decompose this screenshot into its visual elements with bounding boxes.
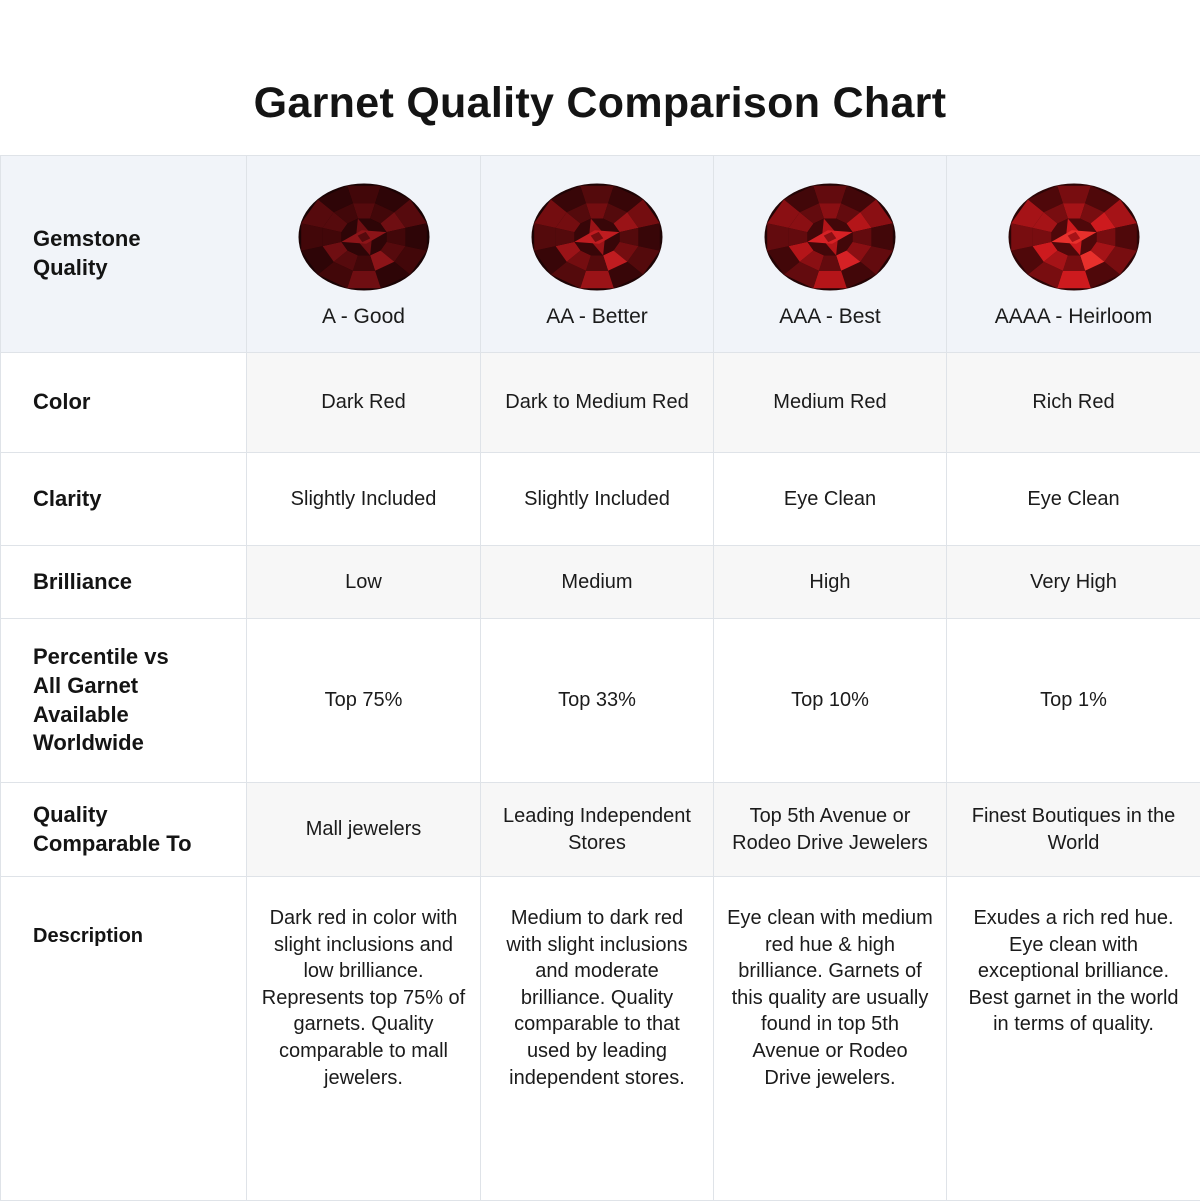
brilliance-cell-aaaa: Very High	[947, 546, 1200, 619]
brilliance-cell-aa: Medium	[481, 546, 714, 619]
garnet-gem-image-a	[297, 182, 431, 294]
description-cell-aaa: Eye clean with medium red hue & high bri…	[714, 877, 947, 1201]
comparable-cell-aaaa: Finest Boutiques in the World	[947, 783, 1200, 877]
garnet-gem-image-aaaa	[1007, 182, 1141, 294]
color-cell-aa: Dark to Medium Red	[481, 353, 714, 453]
row-label-description: Description	[1, 877, 247, 1201]
brilliance-cell-a: Low	[247, 546, 481, 619]
grade-label: AA - Better	[546, 305, 648, 329]
page-title: Garnet Quality Comparison Chart	[253, 78, 947, 127]
grade-label: A - Good	[322, 305, 405, 329]
clarity-cell-a: Slightly Included	[247, 453, 481, 546]
comparable-cell-aaa: Top 5th Avenue or Rodeo Drive Jewelers	[714, 783, 947, 877]
description-cell-aa: Medium to dark red with slight inclusion…	[481, 877, 714, 1201]
color-cell-aaaa: Rich Red	[947, 353, 1200, 453]
percentile-cell-aa: Top 33%	[481, 619, 714, 783]
row-label-comparable: Quality Comparable To	[1, 783, 247, 877]
clarity-cell-aaaa: Eye Clean	[947, 453, 1200, 546]
percentile-cell-a: Top 75%	[247, 619, 481, 783]
row-label-percentile: Percentile vs All Garnet Available World…	[1, 619, 247, 783]
clarity-cell-aa: Slightly Included	[481, 453, 714, 546]
description-cell-aaaa: Exudes a rich red hue. Eye clean with ex…	[947, 877, 1200, 1201]
grade-column-a: A - Good	[247, 156, 481, 353]
percentile-cell-aaaa: Top 1%	[947, 619, 1200, 783]
clarity-cell-aaa: Eye Clean	[714, 453, 947, 546]
comparison-table: Gemstone Quality A - Good AA - Better AA…	[0, 155, 1200, 1201]
garnet-gem-image-aa	[530, 182, 664, 294]
row-label-color: Color	[1, 353, 247, 453]
grade-label: AAA - Best	[779, 305, 881, 329]
comparable-cell-aa: Leading Independent Stores	[481, 783, 714, 877]
brilliance-cell-aaa: High	[714, 546, 947, 619]
row-label-brilliance: Brilliance	[1, 546, 247, 619]
grade-label: AAAA - Heirloom	[994, 305, 1153, 329]
row-label-clarity: Clarity	[1, 453, 247, 546]
grade-column-aaa: AAA - Best	[714, 156, 947, 353]
garnet-gem-image-aaa	[763, 182, 897, 294]
grade-column-aaaa: AAAA - Heirloom	[947, 156, 1200, 353]
color-cell-a: Dark Red	[247, 353, 481, 453]
comparable-cell-a: Mall jewelers	[247, 783, 481, 877]
color-cell-aaa: Medium Red	[714, 353, 947, 453]
grade-column-aa: AA - Better	[481, 156, 714, 353]
row-label-gemstone-quality: Gemstone Quality	[1, 156, 247, 353]
percentile-cell-aaa: Top 10%	[714, 619, 947, 783]
description-cell-a: Dark red in color with slight inclusions…	[247, 877, 481, 1201]
